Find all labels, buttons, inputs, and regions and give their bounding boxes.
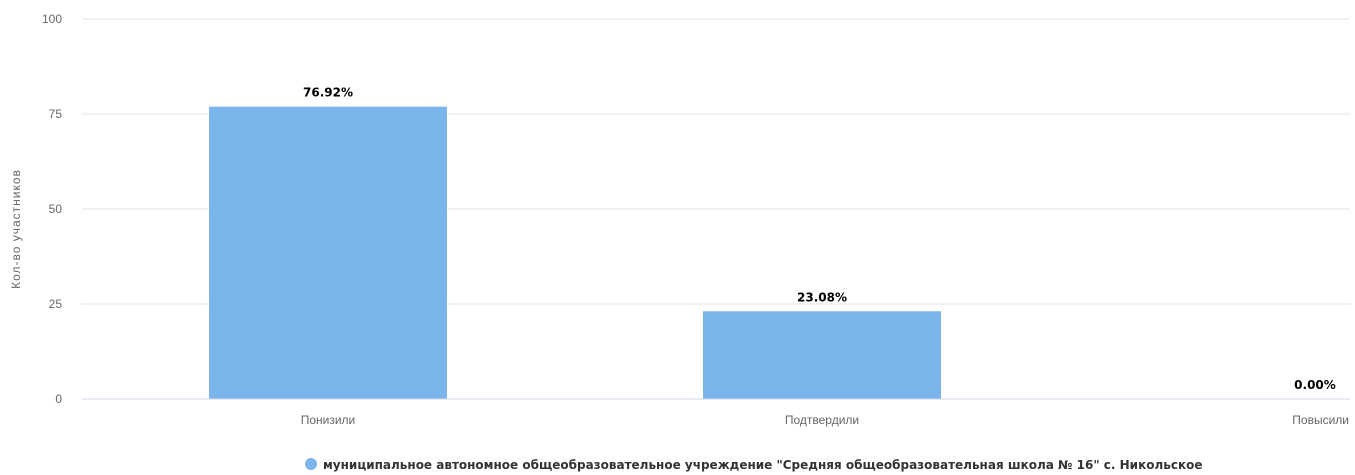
- legend[interactable]: муниципальное автономное общеобразовател…: [305, 458, 1202, 472]
- x-category-label: Повысили: [1292, 413, 1349, 427]
- y-tick-label: 100: [42, 12, 62, 26]
- y-axis-ticks: 0 25 50 75 100: [42, 12, 62, 406]
- x-category-label: Подтвердили: [785, 413, 859, 427]
- data-labels: 76.92% 23.08% 0.00%: [303, 86, 1336, 392]
- x-category-label: Понизили: [301, 413, 356, 427]
- legend-series-name[interactable]: муниципальное автономное общеобразовател…: [323, 458, 1202, 472]
- data-label: 76.92%: [303, 86, 353, 100]
- y-tick-label: 75: [49, 107, 63, 121]
- y-axis-title: Кол-во участников: [9, 169, 23, 289]
- data-label: 23.08%: [797, 290, 847, 304]
- bars: [209, 106, 941, 399]
- data-label: 0.00%: [1294, 378, 1336, 392]
- y-tick-label: 25: [49, 297, 63, 311]
- bar-Подтвердили[interactable]: [703, 311, 941, 399]
- x-axis-categories: Понизили Подтвердили Повысили: [301, 413, 1349, 427]
- y-tick-label: 0: [55, 392, 62, 406]
- y-tick-label: 50: [49, 202, 63, 216]
- bar-Понизили[interactable]: [209, 106, 447, 399]
- legend-marker[interactable]: [305, 458, 317, 470]
